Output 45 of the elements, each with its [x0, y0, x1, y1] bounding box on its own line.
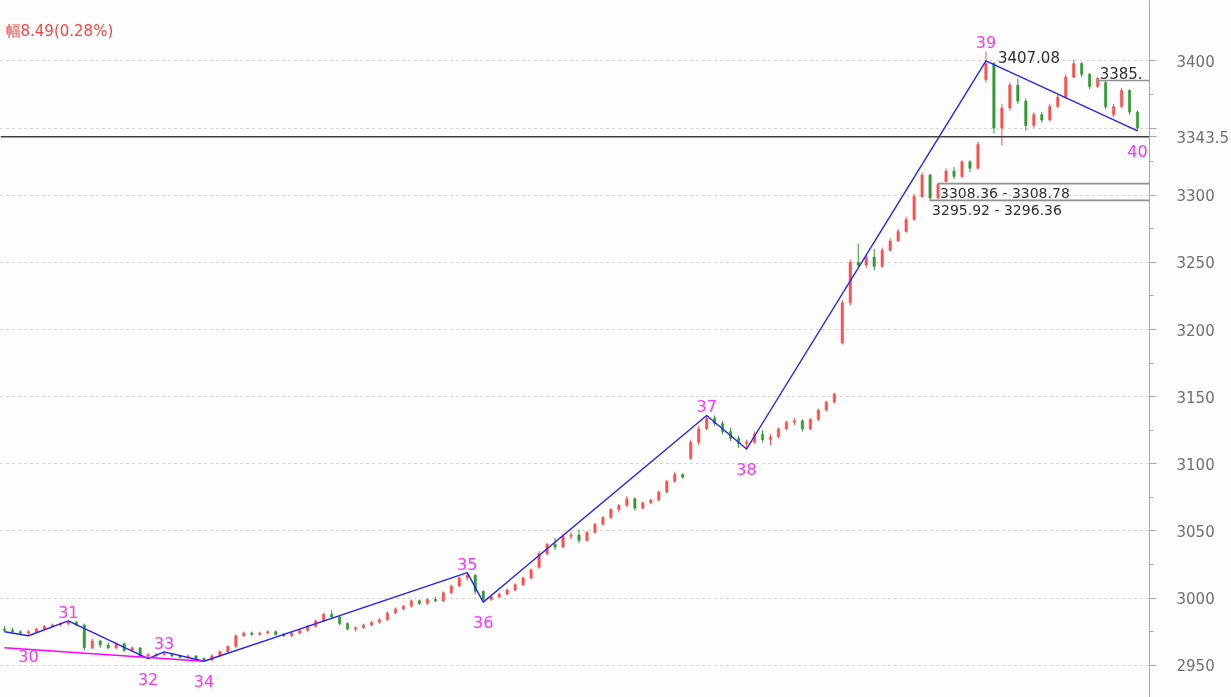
annotation: 32 [137, 669, 159, 689]
candlestick [1000, 103, 1004, 147]
candlestick [1064, 73, 1068, 100]
candlestick [689, 439, 693, 461]
candlestick [984, 50, 988, 83]
y-tick-label: 3250 [1176, 254, 1215, 273]
annotation: 幅8.49(0.28%) [5, 21, 114, 40]
y-tick-label: 3343.5 [1176, 128, 1229, 147]
y-tick-label: 3000 [1176, 590, 1215, 609]
y-tick-label: 2950 [1176, 657, 1215, 676]
y-tick-label: 3100 [1176, 455, 1215, 474]
annotation: 37 [696, 397, 717, 417]
y-tick-label: 3300 [1176, 187, 1215, 206]
band-label: 3295.92 - 3296.36 [932, 201, 1062, 218]
candlestick [1128, 88, 1131, 116]
annotation: 30 [18, 646, 39, 666]
annotation: 40 [1127, 141, 1148, 161]
band-label: 3308.36 - 3308.78 [940, 185, 1070, 201]
candlestick [872, 248, 876, 271]
y-tick-label: 3200 [1176, 321, 1215, 340]
candlestick [912, 193, 916, 222]
candlestick [82, 623, 86, 651]
annotation: 36 [473, 613, 494, 633]
annotation: 39 [975, 33, 997, 53]
annotation: 31 [58, 602, 79, 622]
y-tick-label: 3400 [1176, 52, 1215, 71]
ref-line-label: 3385. [1099, 64, 1143, 83]
candlestick [920, 171, 924, 199]
candlestick [1120, 87, 1124, 109]
annotation: 3407.08 [997, 49, 1060, 68]
annotation: 34 [193, 672, 215, 692]
y-tick-label: 3050 [1176, 522, 1215, 541]
candlestick [553, 537, 557, 551]
candlestick [880, 247, 884, 269]
annotation: 35 [457, 554, 478, 574]
candlestick [1008, 81, 1012, 112]
annotation: 33 [153, 633, 175, 653]
candlestick [856, 243, 860, 269]
y-tick-label: 3150 [1176, 388, 1215, 407]
annotation: 38 [736, 460, 757, 480]
candlestick [569, 531, 573, 540]
candlestick [1016, 77, 1020, 105]
candlestick [928, 173, 932, 202]
candlestick [697, 425, 701, 446]
candlestick [577, 529, 581, 544]
